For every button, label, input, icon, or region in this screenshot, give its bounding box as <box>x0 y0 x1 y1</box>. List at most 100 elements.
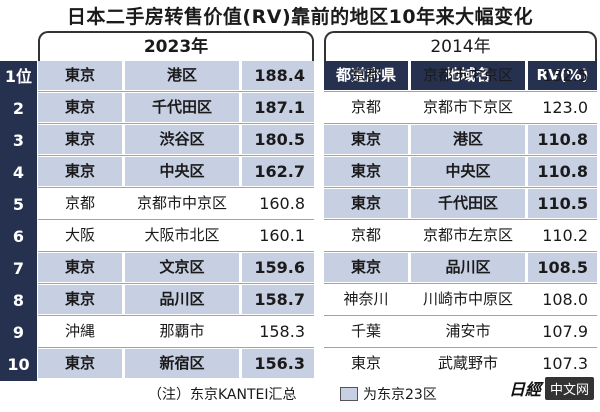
row-divider <box>38 155 314 156</box>
table-cell-pref: 東京 <box>38 125 122 154</box>
table-cell-pref: 京都 <box>64 194 95 212</box>
table-cell-rv: 162.7 <box>242 157 314 186</box>
table-cell-area: 品川区 <box>411 253 525 282</box>
table-cell-area: 武蔵野市 <box>437 354 498 372</box>
table-cell-area: 那覇市 <box>159 322 205 340</box>
table-cell-area: 川崎市中原区 <box>422 290 513 308</box>
table-cell-pref: 東京 <box>38 253 122 282</box>
row-divider <box>38 91 314 92</box>
table-cell-rv: 160.8 <box>259 194 305 213</box>
rank-column: 1位 2 3 4 5 6 7 8 9 10 <box>0 61 37 381</box>
table-cell-rv: 158.7 <box>242 285 314 314</box>
brand-watermark: 日經 中文网 <box>509 376 594 400</box>
row-divider <box>324 251 597 252</box>
table-cell-pref: 東京 <box>38 285 122 314</box>
table-cell-rv: 108.0 <box>542 290 588 309</box>
table-cell-area: 中央区 <box>125 157 239 186</box>
row-divider <box>324 91 597 92</box>
rank-label: 3 <box>12 131 25 150</box>
table-2014: 2014年 都道府県 地域名 RV(%) 京都 京都市中京区 132.5 京都 京都市下… <box>324 31 597 381</box>
rank-label: 2 <box>12 99 25 118</box>
legend-label: 为东京23区 <box>363 387 437 403</box>
rank-label: 9 <box>12 323 25 342</box>
row-divider <box>38 187 314 188</box>
row-divider <box>38 251 314 252</box>
table-cell-area: 京都市中京区 <box>422 66 513 84</box>
year-header-2023: 2023年 <box>38 31 314 61</box>
row-divider <box>324 347 597 348</box>
table-cell-pref: 東京 <box>38 61 122 90</box>
table-cell-area: 浦安市 <box>445 322 491 340</box>
table-cell-rv: 132.5 <box>542 66 588 85</box>
legend-swatch <box>340 387 358 401</box>
table-cell-rv: 156.3 <box>242 349 314 378</box>
table-cell-pref: 大阪 <box>64 226 95 244</box>
table-cell-pref: 東京 <box>350 354 381 372</box>
table-cell-area: 大阪市北区 <box>144 226 220 244</box>
row-divider <box>324 219 597 220</box>
table-cell-pref: 沖縄 <box>64 322 95 340</box>
table-cell-pref: 東京 <box>38 93 122 122</box>
table-cell-rv: 108.5 <box>528 253 597 282</box>
table-cell-rv: 110.8 <box>528 157 597 186</box>
row-divider <box>38 283 314 284</box>
row-divider <box>324 155 597 156</box>
table-cell-pref: 東京 <box>324 125 408 154</box>
source-note: （注）东京KANTEI汇总 <box>148 387 297 403</box>
year-header-2014: 2014年 <box>324 31 597 61</box>
table-cell-pref: 東京 <box>324 189 408 218</box>
rank-label: 5 <box>12 195 25 214</box>
table-cell-rv: 188.4 <box>242 61 314 90</box>
table-cell-area: 新宿区 <box>125 349 239 378</box>
header-rv: RV(%) <box>528 61 597 90</box>
table-cell-pref: 東京 <box>38 349 122 378</box>
table-cell-area: 京都市中京区 <box>136 194 227 212</box>
table-cell-rv: 180.5 <box>242 125 314 154</box>
table-cell-rv: 187.1 <box>242 93 314 122</box>
table-cell-pref: 神奈川 <box>343 290 389 308</box>
table-cell-area: 京都市左京区 <box>422 226 513 244</box>
table-cell-rv: 110.5 <box>528 189 597 218</box>
table-cell-area: 港区 <box>125 61 239 90</box>
row-divider <box>324 315 597 316</box>
row-divider <box>324 283 597 284</box>
rank-label: 10 <box>7 355 30 374</box>
table-cell-pref: 東京 <box>38 157 122 186</box>
header-area: 地域名 <box>411 61 525 90</box>
table-cell-area: 品川区 <box>125 285 239 314</box>
table-cell-pref: 京都 <box>350 226 381 244</box>
table-cell-rv: 110.8 <box>528 125 597 154</box>
table-cell-area: 京都市下京区 <box>422 98 513 116</box>
table-2023: 2023年 都道府県 地域名 RV(%) 東京港区188.4東京千代田区187.… <box>38 31 314 381</box>
table-cell-rv: 158.3 <box>259 322 305 341</box>
rank-label: 8 <box>12 291 25 310</box>
rank-label: 4 <box>12 163 25 182</box>
rank-label: 1位 <box>4 67 33 86</box>
table-cell-rv: 159.6 <box>242 253 314 282</box>
rank-label: 7 <box>12 259 25 278</box>
brand-tag: 中文网 <box>544 376 594 400</box>
table-cell-rv: 107.9 <box>542 322 588 341</box>
table-cell-area: 千代田区 <box>125 93 239 122</box>
table-cell-area: 中央区 <box>411 157 525 186</box>
table-cell-rv: 110.2 <box>542 226 588 245</box>
nikkei-logo: 日經 <box>508 380 541 399</box>
table-cell-area: 港区 <box>411 125 525 154</box>
table-cell-pref: 東京 <box>324 253 408 282</box>
rank-label: 6 <box>12 227 25 246</box>
row-divider <box>324 123 597 124</box>
table-cell-rv: 123.0 <box>542 98 588 117</box>
table-cell-rv: 107.3 <box>542 354 588 373</box>
table-cell-rv: 160.1 <box>259 226 305 245</box>
row-divider <box>324 187 597 188</box>
table-cell-area: 千代田区 <box>411 189 525 218</box>
table-cell-pref: 東京 <box>324 157 408 186</box>
table-cell-area: 渋谷区 <box>125 125 239 154</box>
table-cell-pref: 京都 <box>350 98 381 116</box>
row-divider <box>38 123 314 124</box>
table-cell-area: 文京区 <box>125 253 239 282</box>
table-cell-pref: 千葉 <box>350 322 381 340</box>
header-prefecture: 都道府県 <box>324 61 408 90</box>
table-cell-pref: 京都 <box>350 66 381 84</box>
page-title: 日本二手房转售价值(RV)靠前的地区10年来大幅变化 <box>66 6 534 28</box>
